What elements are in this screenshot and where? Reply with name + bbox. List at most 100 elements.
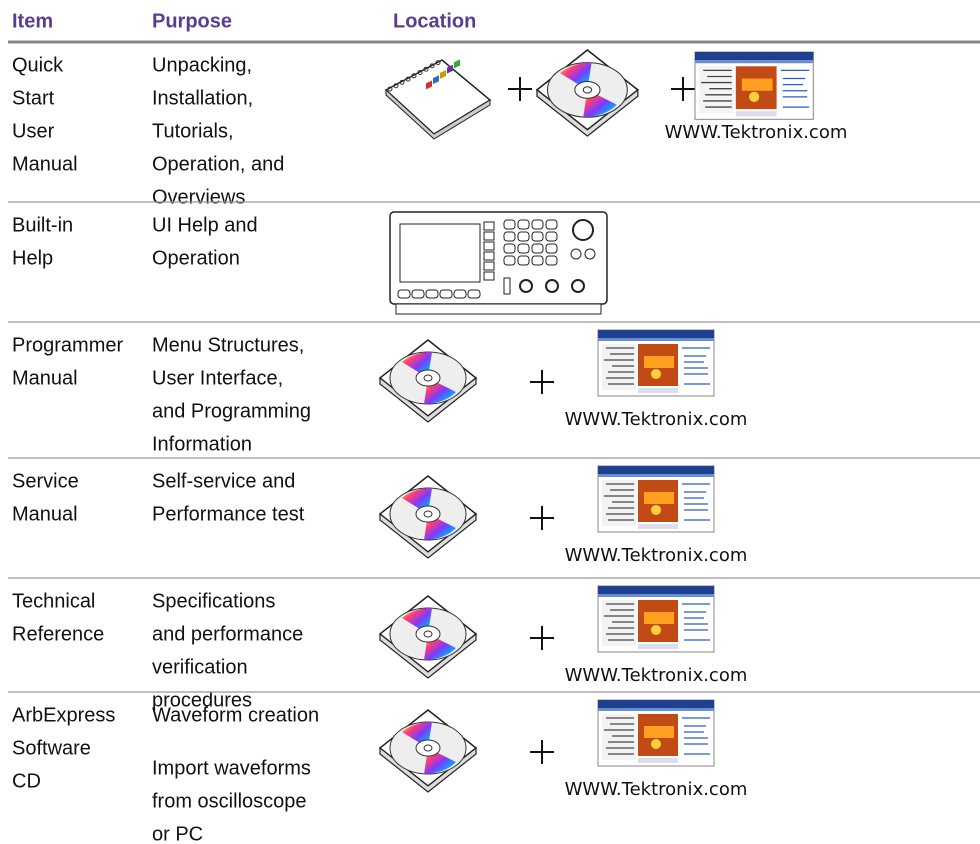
key [531,231,544,242]
purpose-text: Waveform creation [152,704,319,726]
purpose-text: verification [152,656,248,678]
item-text: Built-in [12,214,73,236]
item-text: Reference [12,623,104,645]
foot [395,303,602,315]
item-text: ArbExpress [12,704,115,726]
purpose-text: Import waveforms [152,757,311,779]
spiral [399,79,405,85]
swatch [426,80,432,90]
booklet-icon [384,59,492,140]
spiral [429,63,435,69]
swatch [433,75,439,85]
illustration [536,49,639,137]
illustration [529,739,555,765]
key [545,243,558,254]
illustration [597,329,715,397]
illustration [379,339,477,423]
spiral [387,86,393,92]
swatch [440,70,446,79]
item-text: Manual [12,153,78,175]
caption: WWW.Tektronix.com [565,779,748,800]
key [545,219,558,230]
bnc [571,279,585,293]
purpose-text: Self-service and [152,470,295,492]
btn [453,289,467,299]
arrow [584,248,596,260]
btn [439,289,453,299]
purpose-text: Tutorials, [152,120,234,142]
purpose-text: Performance test [152,503,305,525]
illustration [694,51,814,120]
purpose-text: Operation, and [152,153,284,175]
caption: WWW.Tektronix.com [665,122,848,143]
item-text: Software [12,737,91,759]
illustration [379,709,477,793]
illustration [597,465,715,533]
illustration [529,625,555,651]
key [517,255,530,266]
btn [425,289,439,299]
key [503,231,516,242]
purpose-text: UI Help and [152,214,258,236]
btn [397,289,411,299]
spiral [423,66,429,72]
purpose-text: and Programming [152,400,311,422]
key [503,243,516,254]
illustration [597,699,715,767]
softkey [483,261,495,271]
key [531,255,544,266]
purpose-text: or PC [152,823,203,844]
key [503,219,516,230]
item-text: Manual [12,367,78,389]
usb [503,277,511,295]
key [517,219,530,230]
purpose-text: User Interface, [152,367,283,389]
btn [467,289,481,299]
item-text: Manual [12,503,78,525]
purpose-text: Operation [152,247,240,269]
item-text: Service [12,470,79,492]
purpose-text: Information [152,433,252,455]
illustration [597,585,715,653]
softkey [483,251,495,261]
item-text: Programmer [12,334,123,356]
item-text: Start [12,87,55,109]
swatch [454,59,460,69]
spiral [393,83,399,89]
purpose-text: from oscilloscope [152,790,307,812]
illustration [670,76,696,102]
key [503,255,516,266]
caption: WWW.Tektronix.com [565,409,748,430]
booklet [384,59,492,135]
caption: WWW.Tektronix.com [565,545,748,566]
booklet-edge [385,88,491,140]
spiral [417,70,423,75]
instrument-icon [389,211,608,315]
key [531,243,544,254]
illustration [507,76,533,102]
spiral [405,76,411,82]
column-header: Location [393,10,476,32]
key [531,219,544,230]
item-text: Technical [12,590,95,612]
purpose-text: procedures [152,689,252,711]
caption: WWW.Tektronix.com [565,665,748,686]
purpose-text: Unpacking, [152,54,252,76]
purpose-text: Menu Structures, [152,334,304,356]
illustrations [379,49,814,793]
softkey [483,241,495,251]
purpose-text: Specifications [152,590,275,612]
item-text: Help [12,247,53,269]
item-text: CD [12,770,41,792]
column-header: Item [12,10,53,32]
knob [572,219,594,241]
swatch [447,64,453,74]
arrow [570,248,582,260]
spiral [435,60,441,66]
item-text: User [12,120,55,142]
illustration [379,475,477,559]
column-header: Purpose [152,10,232,32]
purpose-text: Installation, [152,87,253,109]
key [517,243,530,254]
